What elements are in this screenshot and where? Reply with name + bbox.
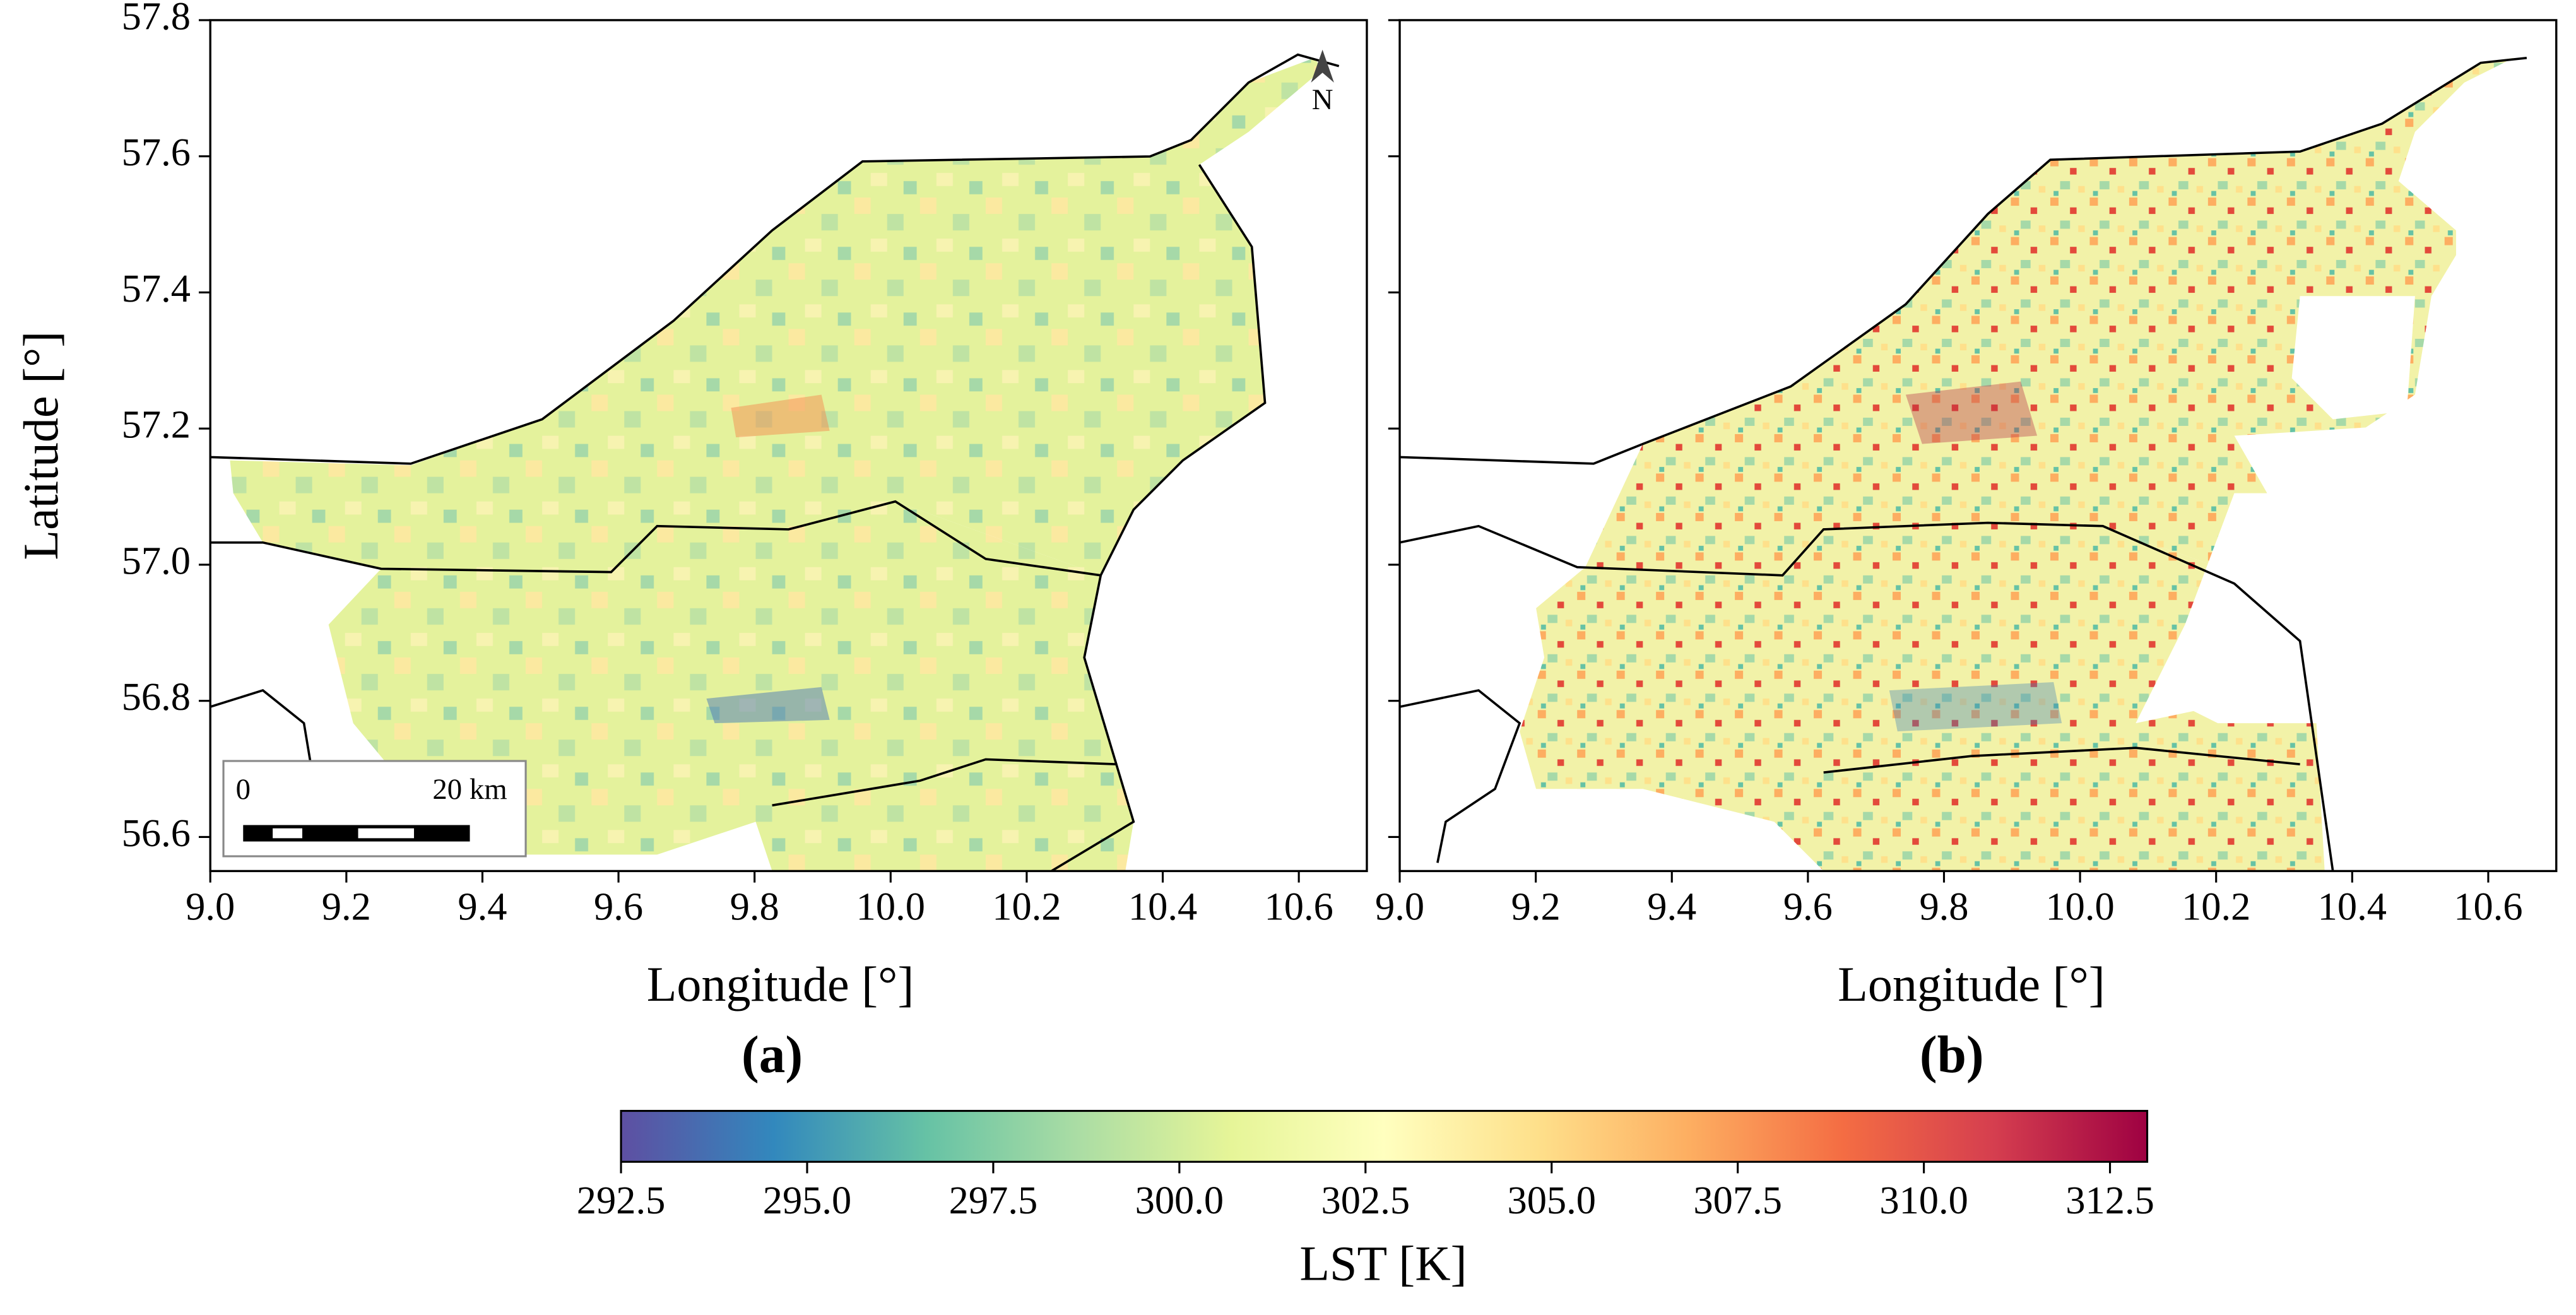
axes-frame	[1398, 19, 2558, 873]
lst-raster-b	[1520, 57, 2514, 871]
colorbar-tick-label: 295.0	[763, 1178, 852, 1222]
y-tick-label: 57.4	[122, 266, 191, 310]
north-arrow	[1311, 49, 1334, 83]
x-tick-label: 9.6	[1783, 884, 1833, 928]
x-tick-label: 10.4	[2318, 884, 2387, 928]
x-tick-label: 10.0	[856, 884, 925, 928]
coastline-b	[1399, 56, 2527, 871]
y-tick-label: 57.0	[122, 538, 191, 582]
scalebar-label: 0	[236, 773, 251, 806]
y-tick-label: 56.8	[122, 675, 191, 719]
colorbar-tick-label: 292.5	[577, 1178, 666, 1222]
x-tick-label: 9.0	[1375, 884, 1424, 928]
colorbar-tick-label: 297.5	[949, 1178, 1038, 1222]
x-tick-label: 9.6	[594, 884, 643, 928]
axes-frame	[209, 19, 1368, 873]
x-tick-label: 9.8	[1919, 884, 1968, 928]
scalebar	[243, 825, 470, 842]
panel-label: (b)	[1920, 1026, 1984, 1084]
north-label: N	[1312, 83, 1333, 116]
colorbar-tick-label: 310.0	[1879, 1178, 1968, 1222]
x-tick-label: 10.6	[2454, 884, 2522, 928]
y-tick-label: 56.6	[122, 811, 191, 855]
y-tick-label: 57.8	[122, 0, 191, 38]
x-tick-label: 10.2	[2182, 884, 2250, 928]
x-axis-label: Longitude [°]	[1838, 957, 2105, 1011]
lst-raster-a	[230, 57, 1323, 871]
x-tick-label: 9.2	[1511, 884, 1561, 928]
coastline-a	[210, 53, 1340, 872]
axes-layer: 9.0 9.2 9.4 9.6 9.8 10.0 10.2 10.4 10.6 56.6 56.8 5…	[122, 0, 2558, 1222]
colorbar-tick-label: 312.5	[2065, 1178, 2154, 1222]
panel-label: (a)	[741, 1026, 803, 1084]
x-tick-label: 10.0	[2045, 884, 2114, 928]
x-tick-label: 10.2	[992, 884, 1061, 928]
scalebar-label: 20 km	[432, 773, 507, 806]
x-tick-label: 10.6	[1264, 884, 1333, 928]
colorbar	[620, 1109, 2149, 1163]
x-tick-label: 9.2	[322, 884, 371, 928]
y-tick-label: 57.6	[122, 130, 191, 174]
colorbar-tick-label: 305.0	[1507, 1178, 1596, 1222]
colorbar-tick-label: 300.0	[1135, 1178, 1224, 1222]
colorbar-label: LST [K]	[1299, 1235, 1467, 1290]
x-tick-label: 9.4	[458, 884, 507, 928]
x-tick-label: 9.4	[1647, 884, 1696, 928]
x-tick-label: 9.8	[730, 884, 779, 928]
colorbar-tick-label: 302.5	[1321, 1178, 1410, 1222]
y-tick-label: 57.2	[122, 403, 191, 447]
colorbar-tick-label: 307.5	[1693, 1178, 1782, 1222]
x-tick-label: 9.0	[186, 884, 235, 928]
y-axis-label: Latitude [°]	[13, 331, 68, 560]
x-axis-label: Longitude [°]	[647, 957, 914, 1011]
x-tick-label: 10.4	[1128, 884, 1197, 928]
